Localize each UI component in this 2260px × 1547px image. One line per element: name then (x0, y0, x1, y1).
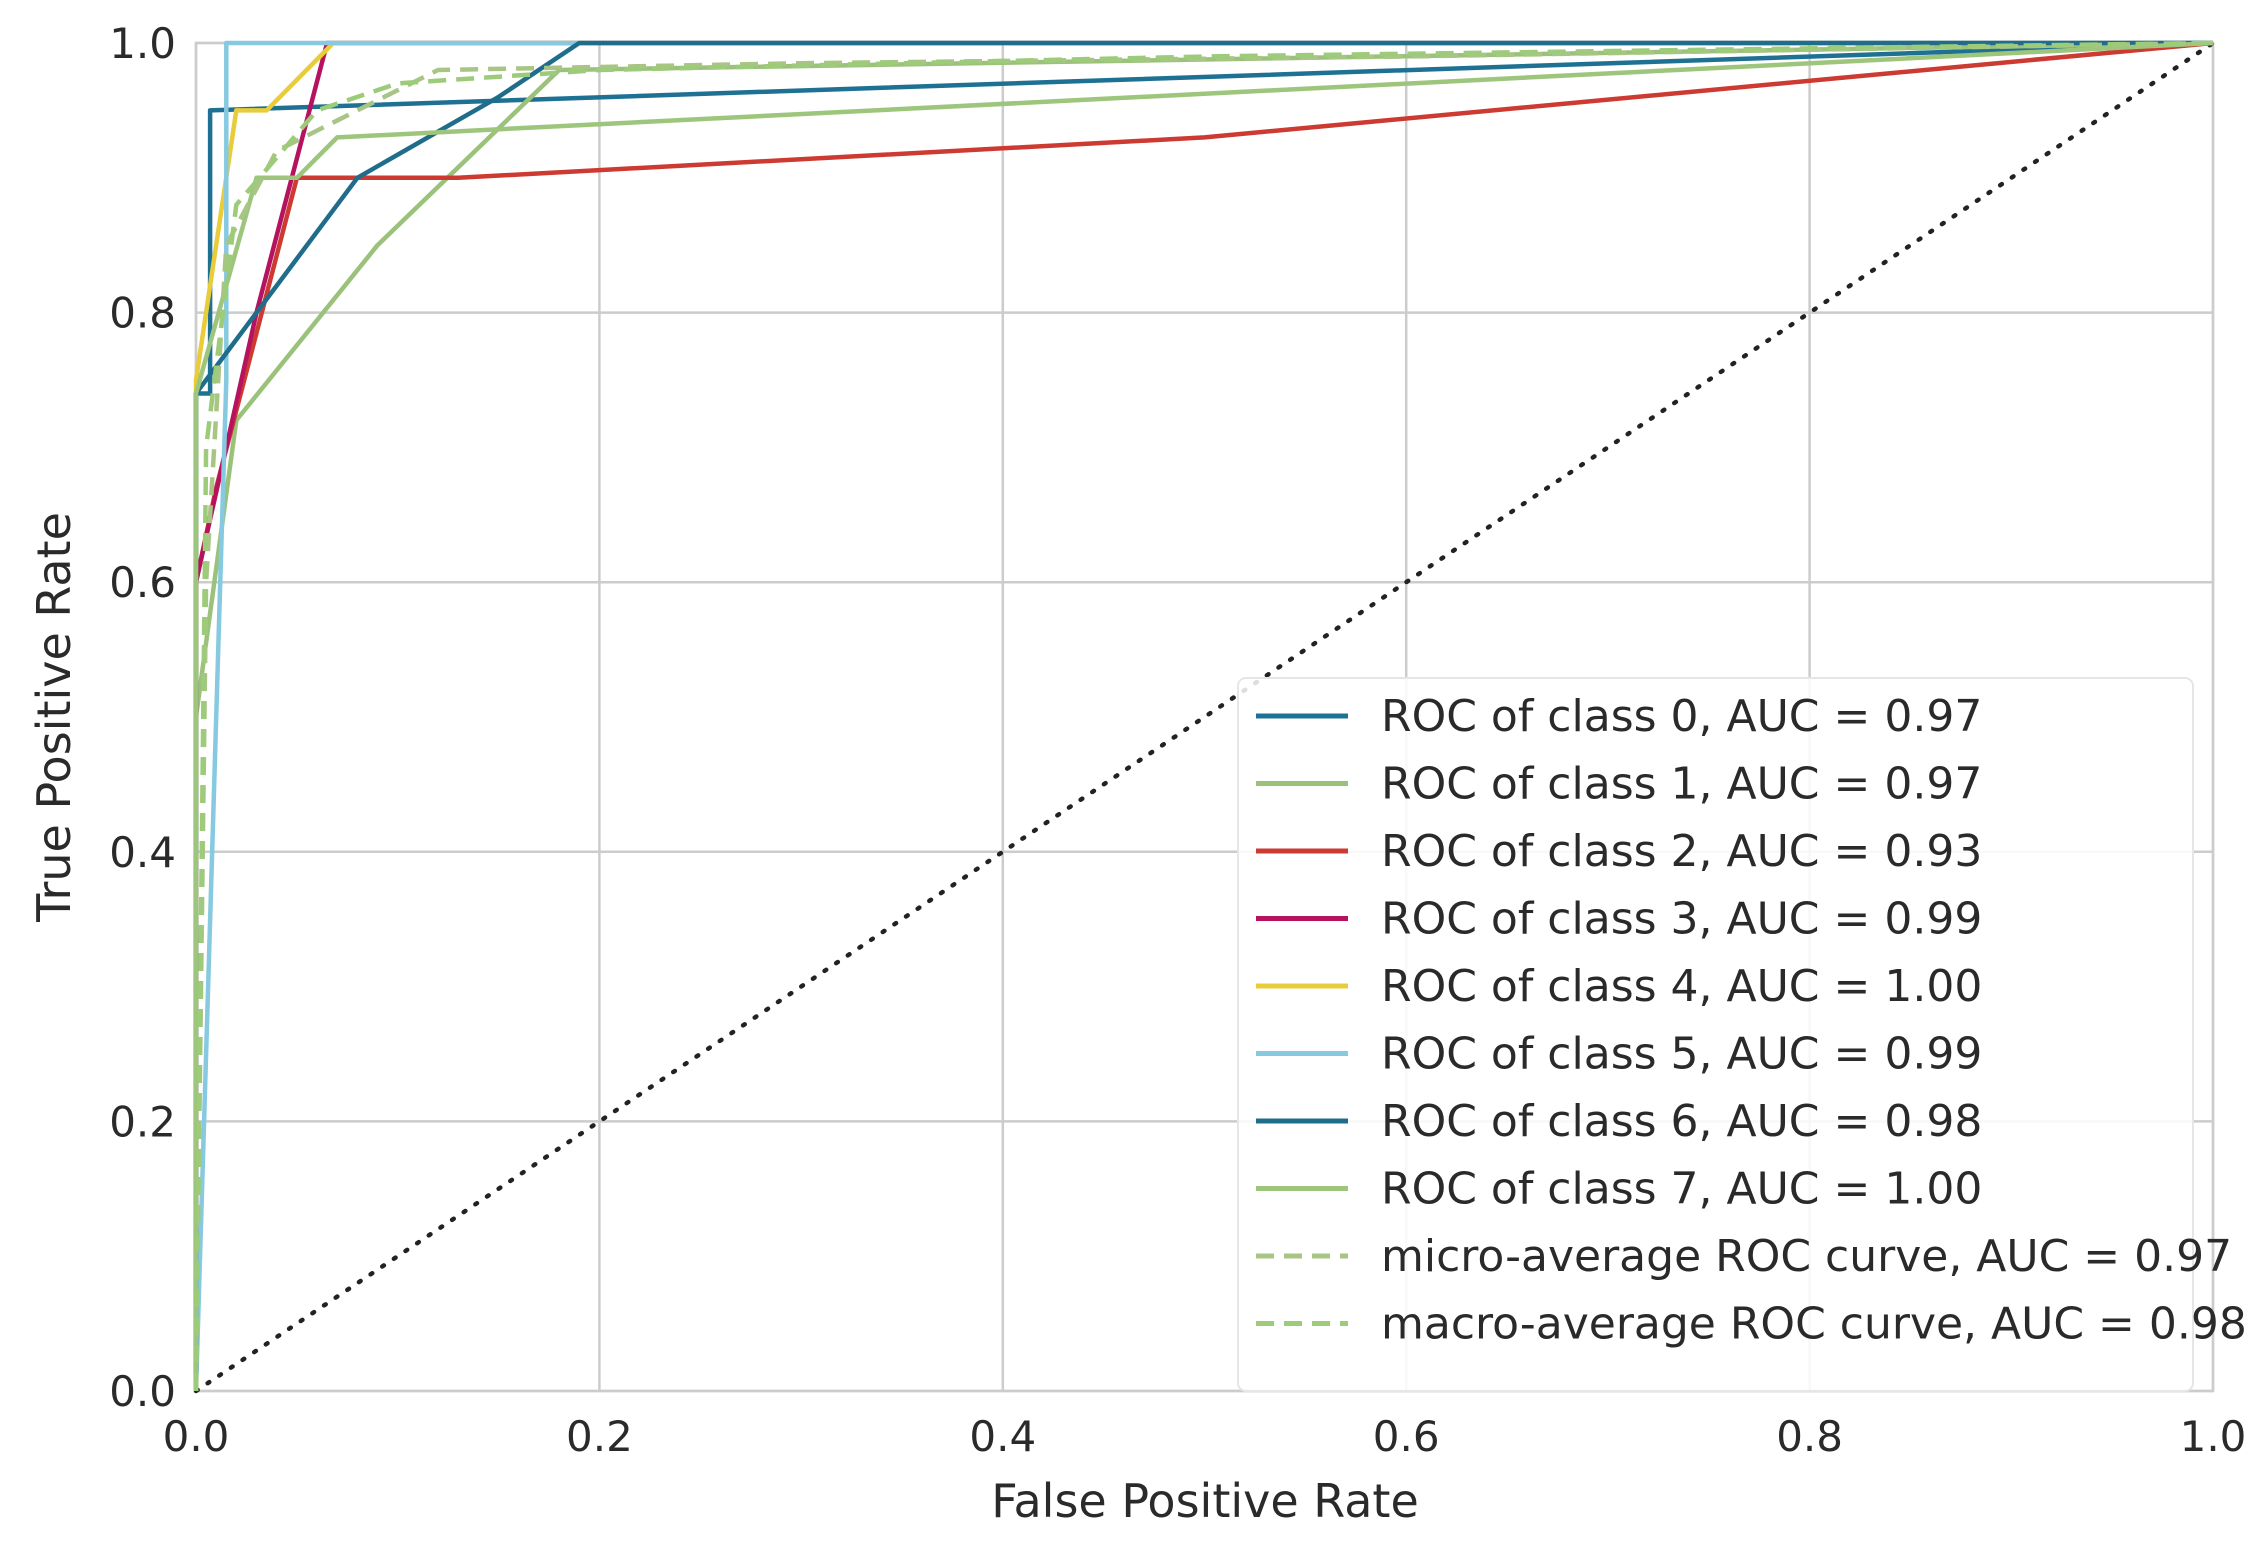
reference-diagonal (193, 40, 2216, 1394)
legend-label: ROC of class 1, AUC = 0.97 (1381, 759, 1982, 810)
y-tick-label: 0.6 (109, 558, 176, 607)
x-tick-label: 0.2 (566, 1412, 633, 1461)
legend-label: ROC of class 3, AUC = 0.99 (1381, 894, 1982, 945)
x-tick-label: 0.4 (969, 1412, 1036, 1461)
x-axis-label: False Positive Rate (991, 1474, 1419, 1528)
legend: ROC of class 0, AUC = 0.97 ROC of class 1… (1237, 677, 2247, 1392)
legend-label: ROC of class 2, AUC = 0.93 (1381, 826, 1982, 877)
y-tick-label: 0.0 (109, 1367, 176, 1416)
legend-label: macro-average ROC curve, AUC = 0.98 (1381, 1299, 2247, 1350)
roc-series-7 (193, 40, 2214, 1391)
legend-label: ROC of class 5, AUC = 0.99 (1381, 1029, 1982, 1080)
y-tick-label: 1.0 (109, 19, 176, 68)
legend-label: ROC of class 0, AUC = 0.97 (1381, 691, 1982, 742)
legend-label: ROC of class 6, AUC = 0.98 (1381, 1096, 1982, 1147)
y-tick-label: 0.2 (109, 1097, 176, 1146)
roc-series-9 (193, 40, 2214, 1392)
y-tick-label: 0.8 (109, 289, 176, 338)
y-tick-label: 0.4 (109, 828, 176, 877)
legend-box (1237, 677, 2194, 1392)
y-axis-label: True Positive Rate (27, 512, 81, 923)
roc-series-8 (193, 40, 2214, 1392)
x-tick-label: 0.6 (1373, 1412, 1440, 1461)
legend-label: ROC of class 7, AUC = 1.00 (1381, 1164, 1982, 1215)
x-tick-label: 1.0 (2180, 1412, 2247, 1461)
legend-label: ROC of class 4, AUC = 1.00 (1381, 961, 1982, 1012)
x-tick-label: 0.0 (163, 1412, 230, 1461)
roc-curves (193, 40, 2216, 1394)
x-tick-label: 0.8 (1776, 1412, 1843, 1461)
legend-label: micro-average ROC curve, AUC = 0.97 (1381, 1231, 2232, 1282)
grid (194, 41, 2215, 1393)
tick-labels: 0.0 0.2 0.4 0.6 0.8 1.0 0.0 0.2 0.4 0.6 0.8 1.0 (109, 19, 2246, 1461)
